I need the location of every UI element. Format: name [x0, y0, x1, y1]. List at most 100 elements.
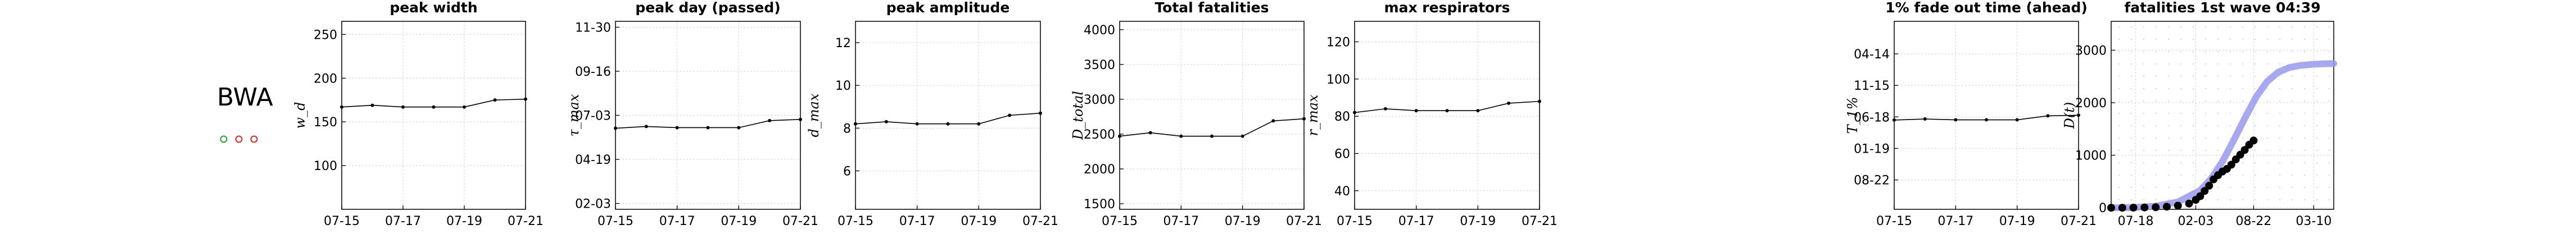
y-tick-label: 0	[2099, 201, 2107, 215]
grid-dot	[2254, 51, 2256, 53]
x-tick-label: 07-15	[1876, 214, 1912, 228]
grid-dot	[2217, 26, 2219, 28]
chart-panel: peak width 100 150 200 250 07-15 07-17 07-19 07-…	[292, 0, 544, 228]
observed-point	[2205, 181, 2213, 190]
grid-dot	[2316, 112, 2318, 114]
chart-title: fatalities 1st wave 04:39	[2124, 0, 2320, 16]
chart-panel: max respirators 40 60 80 100 120 07-15 07-17 07-…	[1305, 0, 1558, 228]
grid-dot	[2180, 149, 2182, 152]
grid-dot	[2167, 26, 2170, 28]
x-tick-label: 03-10	[2296, 214, 2331, 228]
plot-frame	[341, 21, 526, 210]
grid-dot	[2130, 149, 2133, 152]
grid-dot	[2192, 137, 2194, 139]
y-tick-label: 11-30	[575, 21, 611, 35]
observed-point	[2152, 203, 2160, 212]
data-point	[2015, 118, 2019, 122]
grid-dot	[2328, 75, 2330, 77]
grid-dot	[2180, 162, 2182, 164]
grid-dot	[2130, 63, 2133, 65]
grid-dot	[2118, 149, 2120, 152]
grid-dot	[2229, 125, 2231, 127]
grid-dot	[2180, 112, 2182, 114]
grid-dot	[2242, 38, 2244, 40]
grid-dot	[2291, 174, 2293, 176]
grid-dot	[2229, 88, 2231, 90]
observed-point	[2174, 201, 2182, 210]
grid-dot	[2254, 38, 2256, 40]
grid-dot	[2279, 63, 2281, 65]
grid-dot	[2167, 51, 2170, 53]
grid-dot	[2118, 162, 2120, 164]
grid-dot	[2328, 26, 2330, 28]
y-tick-label: 11-15	[1854, 79, 1890, 93]
data-point	[2077, 113, 2080, 117]
grid-dot	[2316, 137, 2318, 139]
grid-dot	[2242, 63, 2244, 65]
x-tick-label: 07-18	[2118, 214, 2154, 228]
grid-dot	[2316, 38, 2318, 40]
grid-dot	[2242, 100, 2244, 102]
y-tick-label: 3500	[1084, 58, 1115, 72]
grid-dot	[2328, 125, 2330, 127]
grid-dot	[2192, 125, 2194, 127]
y-tick-label: 200	[314, 72, 337, 86]
data-point	[1507, 101, 1511, 105]
grid-dot	[2279, 149, 2281, 152]
grid-dot	[2130, 162, 2133, 164]
grid-dot	[2130, 51, 2133, 53]
observed-point	[2196, 192, 2204, 200]
x-tick-label: 07-15	[324, 214, 360, 228]
grid-dot	[2254, 149, 2256, 152]
data-point	[1118, 134, 1121, 138]
grid-dot	[2118, 26, 2120, 28]
observed-point	[2129, 204, 2138, 212]
grid-dot	[2118, 174, 2120, 176]
chart-title: Total fatalities	[1155, 0, 1269, 16]
grid-dot	[2291, 38, 2293, 40]
grid-dot	[2328, 186, 2330, 189]
data-point	[524, 97, 527, 101]
grid-dot	[2229, 75, 2231, 77]
grid-dot	[2217, 75, 2219, 77]
y-tick-label: 12	[835, 36, 851, 51]
x-tick-label: 07-17	[385, 214, 421, 228]
grid-dot	[2279, 112, 2281, 114]
grid-dot	[2192, 112, 2194, 114]
y-tick-label: 3000	[1084, 93, 1115, 107]
grid-dot	[2192, 174, 2194, 176]
grid-dot	[2143, 75, 2145, 77]
grid-dot	[2328, 137, 2330, 139]
y-tick-label: 2000	[2075, 97, 2107, 111]
y-tick-label: 6	[843, 164, 851, 178]
grid-dot	[2180, 137, 2182, 139]
data-point	[1893, 118, 1896, 122]
grid-dot	[2254, 186, 2256, 189]
data-point	[1179, 134, 1183, 138]
grid-dot	[2130, 174, 2133, 176]
grid-dot	[2254, 26, 2256, 28]
grid-dot	[2229, 186, 2231, 189]
grid-dot	[2303, 38, 2306, 40]
grid-dot	[2242, 112, 2244, 114]
grid-dot	[2143, 174, 2145, 176]
grid-dot	[2155, 63, 2157, 65]
chart-panel: peak amplitude 6 8 10 12 07-15 07-17 07-19 07-21…	[806, 0, 1058, 228]
chart-panel: fatalities 1st wave 04:39 0 1000 2000 3000 07…	[2062, 0, 2337, 228]
grid-dot	[2242, 88, 2244, 90]
data-point	[370, 103, 374, 107]
y-axis-label: r_max	[1305, 94, 1321, 136]
grid-dot	[2217, 38, 2219, 40]
grid-dot	[2316, 186, 2318, 189]
grid-dot	[2118, 199, 2120, 201]
x-tick-label: 07-21	[782, 214, 818, 228]
grid-dot	[2204, 137, 2207, 139]
grid-dot	[2316, 174, 2318, 176]
x-tick-label: 07-15	[597, 214, 633, 228]
grid-dot	[2242, 199, 2244, 201]
grid-dot	[2316, 75, 2318, 77]
grid-dot	[2130, 186, 2133, 189]
y-tick-label: 60	[1334, 147, 1350, 161]
y-tick-label: 08-22	[1854, 174, 1890, 188]
grid-dot	[2242, 51, 2244, 53]
